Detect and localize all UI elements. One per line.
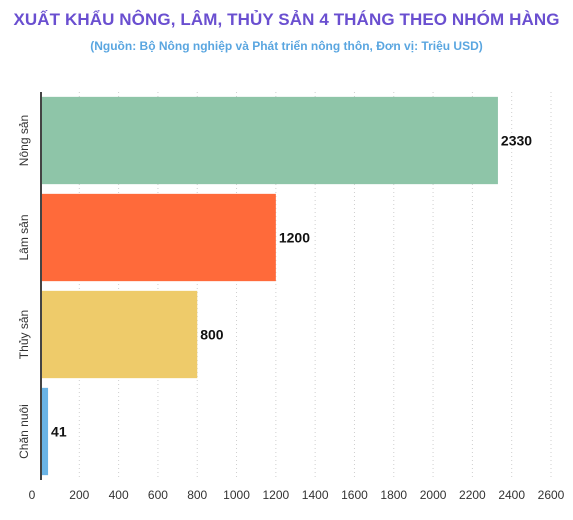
bar xyxy=(42,96,498,185)
data-label: 800 xyxy=(200,327,224,343)
x-tick-label: 2600 xyxy=(538,488,565,502)
x-tick-label: 2400 xyxy=(498,488,525,502)
x-tick-label: 2000 xyxy=(420,488,447,502)
category-label: Nông sản xyxy=(17,115,31,166)
x-tick-label: 1200 xyxy=(262,488,289,502)
category-label: Lâm sản xyxy=(17,214,31,260)
data-label: 2330 xyxy=(501,133,532,149)
x-tick-label: 400 xyxy=(109,488,129,502)
x-tick-label: 2200 xyxy=(459,488,486,502)
bars xyxy=(42,96,498,476)
data-label: 1200 xyxy=(279,230,310,246)
bar xyxy=(42,387,49,476)
x-tick-label: 600 xyxy=(148,488,168,502)
category-label: Chăn nuôi xyxy=(17,404,31,459)
x-tick-label: 800 xyxy=(187,488,207,502)
chart-title: XUẤT KHẨU NÔNG, LÂM, THỦY SẢN 4 THÁNG TH… xyxy=(13,10,560,29)
x-tick-label: 1800 xyxy=(380,488,407,502)
x-tick-label: 1600 xyxy=(341,488,368,502)
category-label: Thủy sản xyxy=(17,310,31,359)
x-tick-label: 0 xyxy=(29,488,36,502)
bar xyxy=(42,193,276,282)
chart-subtitle: (Nguồn: Bộ Nông nghiệp và Phát triển nôn… xyxy=(90,39,483,53)
data-labels: 2330 1200 800 41 xyxy=(51,133,532,440)
x-axis-ticks: 0 200 400 600 800 1000 1200 1400 1600 1800 2000 220… xyxy=(29,488,565,502)
bar xyxy=(42,290,198,379)
data-label: 41 xyxy=(51,424,67,440)
category-labels: Nông sản Lâm sản Thủy sản Chăn nuôi xyxy=(17,115,31,459)
x-tick-label: 200 xyxy=(69,488,89,502)
x-tick-label: 1000 xyxy=(223,488,250,502)
x-tick-label: 1400 xyxy=(302,488,329,502)
